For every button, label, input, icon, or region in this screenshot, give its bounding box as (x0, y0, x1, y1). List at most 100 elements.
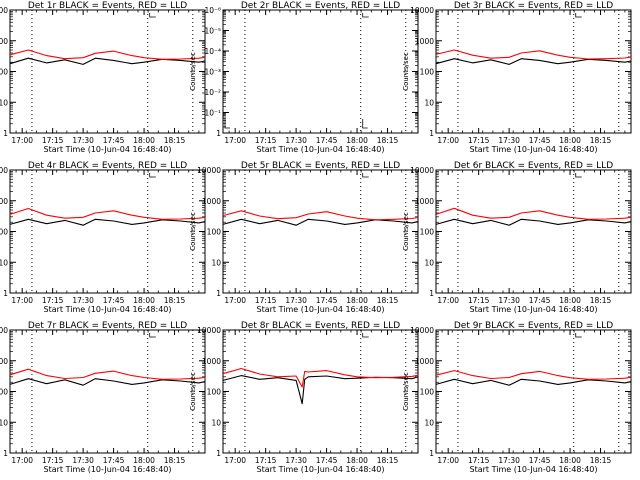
series-lld-line (9, 49, 206, 60)
x-tick-label: 18:15 (590, 456, 612, 465)
y-tick-label: 10⁻⁶ (204, 6, 221, 15)
x-tick-label: 17:45 (103, 296, 125, 305)
x-axis-label: Start Time (10-Jun-04 16:48:40) (257, 145, 385, 154)
x-tick-label: 17:45 (316, 456, 338, 465)
y-tick-label: 1 (216, 289, 221, 298)
x-tick-label: 17:45 (316, 136, 338, 145)
x-tick-label: 18:00 (133, 136, 155, 145)
x-axis-label: Start Time (10-Jun-04 16:48:40) (257, 465, 385, 474)
y-tick-label: 10 (424, 258, 434, 267)
y-tick-label: 100 (0, 388, 8, 397)
series-lld-line (9, 207, 206, 220)
y-tick-label: 1 (3, 129, 8, 138)
series-events-line (9, 57, 206, 65)
plot-title: Det 8r BLACK = Events, RED = LLD (241, 321, 400, 331)
y-tick-label: 1000 (202, 357, 221, 366)
y-tick-label: 1 (429, 129, 434, 138)
x-tick-label: 17:30 (285, 296, 307, 305)
y-tick-label: 10 (0, 98, 8, 107)
plot-title: Det 9r BLACK = Events, RED = LLD (454, 321, 613, 331)
x-axis-label: Start Time (10-Jun-04 16:48:40) (470, 305, 598, 314)
y-tick-label: 10 (0, 258, 8, 267)
plot-frame (435, 329, 632, 454)
series-events-line (435, 218, 632, 226)
empty-data-marker (362, 119, 368, 129)
x-tick-label: 18:15 (377, 136, 399, 145)
plot-frame (9, 329, 206, 454)
x-tick-label: 18:00 (559, 136, 581, 145)
x-tick-label: 18:15 (377, 456, 399, 465)
x-tick-label: 17:45 (529, 456, 551, 465)
y-tick-label: 100 (420, 228, 435, 237)
x-tick-label: 17:00 (11, 296, 33, 305)
panel-det-3r: Det 3r BLACK = Events, RED = LLD Counts/s… (402, 1, 632, 154)
x-tick-label: 17:15 (42, 296, 64, 305)
x-tick-label: 17:00 (224, 136, 246, 145)
y-tick-label: 1 (3, 289, 8, 298)
x-tick-label: 17:30 (498, 136, 520, 145)
x-tick-label: 17:30 (285, 136, 307, 145)
x-tick-label: 18:15 (164, 136, 186, 145)
series-lld-line (222, 367, 419, 388)
x-tick-label: 17:00 (11, 456, 33, 465)
y-tick-label: 10⁻⁴ (204, 47, 221, 56)
y-tick-label: 10 (211, 258, 221, 267)
y-axis-label: Counts/sec (189, 52, 197, 91)
x-tick-label: 17:30 (285, 456, 307, 465)
x-tick-label: 18:15 (590, 296, 612, 305)
x-axis-label: Start Time (10-Jun-04 16:48:40) (470, 465, 598, 474)
panel-det-7r: Det 7r BLACK = Events, RED = LLD Counts/s… (0, 321, 206, 474)
x-tick-label: 17:45 (316, 296, 338, 305)
bracket-mark (575, 333, 582, 338)
x-tick-label: 17:45 (103, 136, 125, 145)
plot-title: Det 3r BLACK = Events, RED = LLD (454, 1, 613, 11)
y-tick-label: 10 (424, 98, 434, 107)
x-tick-label: 18:00 (346, 456, 368, 465)
x-tick-label: 17:30 (498, 456, 520, 465)
x-tick-label: 18:00 (346, 136, 368, 145)
x-tick-label: 17:15 (42, 136, 64, 145)
series-lld-line (435, 370, 632, 380)
plot-title: Det 5r BLACK = Events, RED = LLD (241, 161, 400, 171)
plot-title: Det 4r BLACK = Events, RED = LLD (28, 161, 187, 171)
y-tick-label: 10000 (0, 166, 8, 175)
y-tick-label: 100 (207, 388, 222, 397)
x-tick-label: 17:00 (224, 456, 246, 465)
y-tick-label: 10⁻² (204, 88, 221, 97)
x-tick-label: 17:15 (255, 136, 277, 145)
y-tick-label: 10⁻³ (204, 68, 221, 77)
x-axis-label: Start Time (10-Jun-04 16:48:40) (257, 305, 385, 314)
series-events-line (9, 378, 206, 386)
y-tick-label: 1 (429, 289, 434, 298)
plot-frame (222, 9, 419, 134)
y-tick-label: 10 (424, 418, 434, 427)
series-lld-line (435, 49, 632, 60)
plot-title: Det 2r BLACK = Events, RED = LLD (241, 1, 400, 11)
y-tick-label: 1000 (0, 37, 8, 46)
x-axis-label: Start Time (10-Jun-04 16:48:40) (470, 145, 598, 154)
panel-det-6r: Det 6r BLACK = Events, RED = LLD Counts/s… (402, 161, 632, 314)
x-axis-label: Start Time (10-Jun-04 16:48:40) (44, 305, 172, 314)
x-tick-label: 17:15 (255, 456, 277, 465)
x-tick-label: 17:45 (103, 456, 125, 465)
x-tick-label: 17:15 (42, 456, 64, 465)
panel-det-5r: Det 5r BLACK = Events, RED = LLD Counts/s… (189, 161, 419, 314)
x-tick-label: 17:00 (224, 296, 246, 305)
panel-det-4r: Det 4r BLACK = Events, RED = LLD Counts/s… (0, 161, 206, 314)
series-events-line (9, 218, 206, 226)
bracket-mark (149, 13, 156, 18)
plot-frame (9, 9, 206, 134)
empty-data-marker (224, 119, 230, 129)
plot-frame (222, 169, 419, 294)
plot-title: Det 1r BLACK = Events, RED = LLD (28, 1, 187, 11)
series-events-line (435, 378, 632, 386)
series-events-line (222, 218, 419, 226)
x-axis-label: Start Time (10-Jun-04 16:48:40) (44, 465, 172, 474)
series-events-line (435, 58, 632, 65)
y-tick-label: 100 (0, 68, 8, 77)
y-tick-label: 10000 (0, 6, 8, 15)
bracket-mark (149, 173, 156, 178)
y-tick-label: 1 (216, 449, 221, 458)
series-lld-line (9, 368, 206, 380)
bracket-mark (362, 13, 369, 18)
